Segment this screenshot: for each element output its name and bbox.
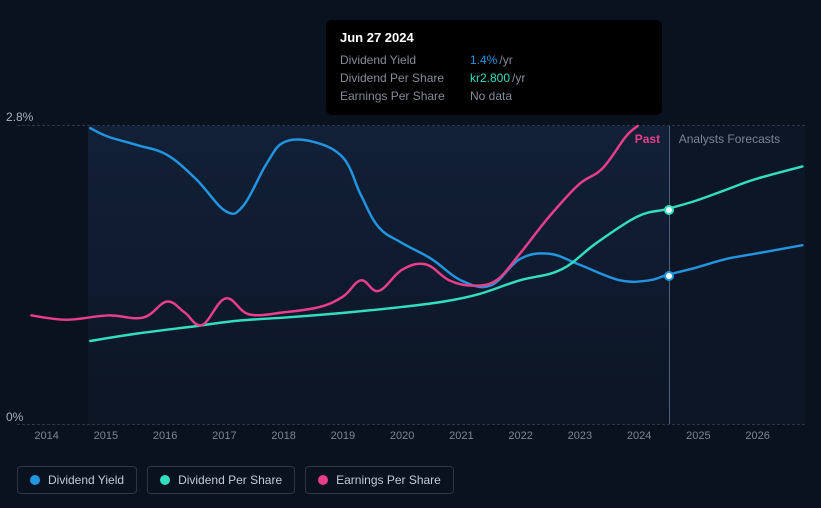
tooltip-row: Earnings Per ShareNo data (340, 87, 648, 105)
legend-item[interactable]: Dividend Yield (17, 466, 137, 494)
x-tick-label: 2021 (449, 430, 473, 442)
legend-swatch (30, 475, 40, 485)
x-tick-label: 2026 (745, 430, 769, 442)
series-line (90, 128, 802, 287)
x-tick-label: 2019 (331, 430, 355, 442)
series-marker (664, 271, 674, 281)
tooltip-date: Jun 27 2024 (340, 30, 648, 45)
tooltip-row-label: Dividend Yield (340, 53, 470, 67)
x-tick-label: 2014 (34, 430, 58, 442)
legend-item[interactable]: Dividend Per Share (147, 466, 295, 494)
series-line (31, 126, 637, 325)
legend-label: Earnings Per Share (336, 473, 441, 487)
x-tick-label: 2025 (686, 430, 710, 442)
chart-lines-svg (17, 126, 805, 424)
tooltip-row-unit: /yr (512, 71, 525, 85)
x-axis: 2014 2015 2016 2017 2018 2019 2020 2021 2022 2023… (17, 430, 805, 450)
legend-swatch (160, 475, 170, 485)
tooltip-row-unit: /yr (499, 53, 512, 67)
series-line (90, 166, 802, 341)
x-tick-label: 2017 (212, 430, 236, 442)
chart-plot-area: Past Analysts Forecasts (17, 125, 805, 425)
tooltip-row-value: 1.4% (470, 53, 497, 67)
y-axis-min-label: 0% (6, 410, 23, 424)
series-marker (664, 205, 674, 215)
x-tick-label: 2020 (390, 430, 414, 442)
x-tick-label: 2024 (627, 430, 651, 442)
tooltip-row: Dividend Yield1.4% /yr (340, 51, 648, 69)
tooltip-row-value: No data (470, 89, 512, 103)
chart-legend: Dividend Yield Dividend Per Share Earnings… (17, 466, 454, 494)
tooltip-row-value: kr2.800 (470, 71, 510, 85)
x-tick-label: 2016 (153, 430, 177, 442)
x-tick-label: 2018 (271, 430, 295, 442)
x-tick-label: 2023 (568, 430, 592, 442)
x-tick-label: 2022 (508, 430, 532, 442)
chart-tooltip: Jun 27 2024 Dividend Yield1.4% /yrDivide… (326, 20, 662, 115)
legend-label: Dividend Yield (48, 473, 124, 487)
tooltip-row-label: Dividend Per Share (340, 71, 470, 85)
legend-swatch (318, 475, 328, 485)
legend-item[interactable]: Earnings Per Share (305, 466, 454, 494)
tooltip-row-label: Earnings Per Share (340, 89, 470, 103)
legend-label: Dividend Per Share (178, 473, 282, 487)
x-tick-label: 2015 (94, 430, 118, 442)
tooltip-row: Dividend Per Sharekr2.800 /yr (340, 69, 648, 87)
y-axis-max-label: 2.8% (6, 110, 33, 124)
